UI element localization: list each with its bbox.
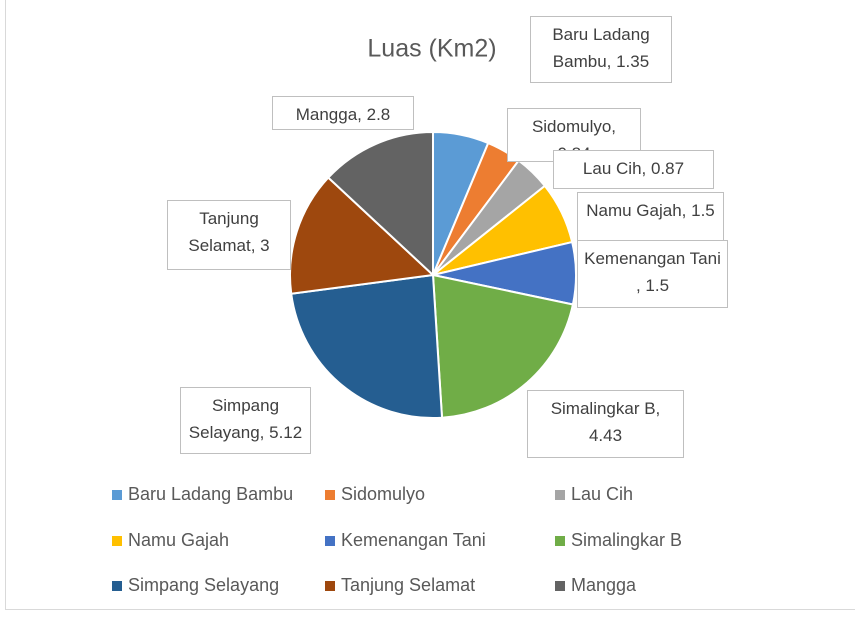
legend-label: Namu Gajah bbox=[128, 530, 229, 550]
legend-label: Lau Cih bbox=[571, 484, 633, 504]
legend-label: Simpang Selayang bbox=[128, 575, 279, 595]
data-label: Simpang Selayang, 5.12 bbox=[180, 387, 311, 454]
data-label: Simalingkar B, 4.43 bbox=[527, 390, 684, 458]
pie-slice bbox=[431, 273, 575, 419]
legend-label: Simalingkar B bbox=[571, 530, 682, 550]
chart-title: Luas (Km2) bbox=[367, 35, 496, 63]
legend-swatch bbox=[555, 581, 565, 591]
legend-label: Mangga bbox=[571, 575, 637, 595]
data-label: Tanjung Selamat, 3 bbox=[167, 200, 291, 270]
legend-swatch bbox=[112, 536, 122, 546]
data-label: Namu Gajah, 1.5 bbox=[577, 192, 724, 246]
legend-swatch bbox=[325, 536, 335, 546]
legend-label: Tanjung Selamat bbox=[341, 575, 475, 595]
legend-swatch bbox=[112, 581, 122, 591]
data-label: Lau Cih, 0.87 bbox=[553, 150, 714, 189]
legend-swatch bbox=[325, 581, 335, 591]
chart-frame bbox=[5, 0, 855, 610]
legend-swatch bbox=[112, 490, 122, 500]
legend-label: Sidomulyo bbox=[341, 484, 425, 504]
pie-slice bbox=[289, 176, 436, 295]
pie-slice bbox=[290, 273, 444, 419]
legend-swatch bbox=[325, 490, 335, 500]
legend-swatch bbox=[555, 536, 565, 546]
legend-label: Kemenangan Tani bbox=[341, 530, 486, 550]
legend-swatch bbox=[555, 490, 565, 500]
legend-label: Baru Ladang Bambu bbox=[128, 484, 293, 504]
data-label: Mangga, 2.8 bbox=[272, 96, 414, 130]
data-label: Kemenangan Tani , 1.5 bbox=[577, 240, 728, 308]
data-label: Baru Ladang Bambu, 1.35 bbox=[530, 16, 672, 83]
pie-slice bbox=[326, 130, 434, 278]
